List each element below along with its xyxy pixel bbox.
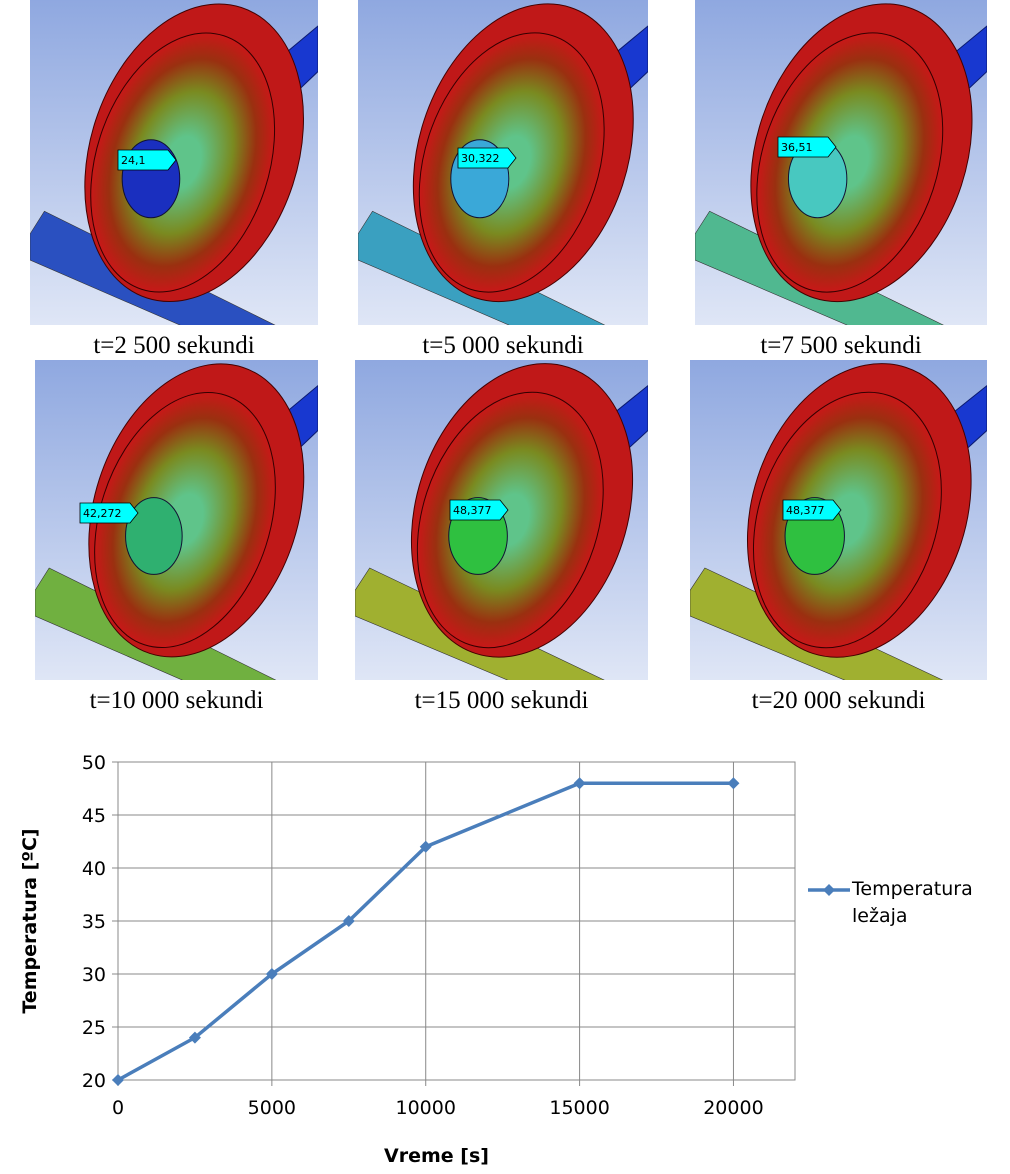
wheel-disc xyxy=(416,391,604,649)
y-tick-label: 35 xyxy=(82,911,106,933)
panel-caption: t=15 000 sekundi xyxy=(415,687,589,714)
sim-image xyxy=(695,0,987,325)
sim-image xyxy=(690,360,987,680)
hub xyxy=(125,497,183,575)
data-point xyxy=(419,840,432,853)
probe-box xyxy=(777,136,837,158)
panel-caption: t=2 500 sekundi xyxy=(93,332,254,359)
x-tick-label: 0 xyxy=(112,1097,124,1119)
x-axis-title: Vreme [s] xyxy=(384,1145,489,1167)
x-tick-label: 15000 xyxy=(549,1097,609,1119)
wheel-disc xyxy=(94,391,276,649)
legend-marker xyxy=(823,884,835,896)
probe-label: 48,377 xyxy=(453,504,492,517)
sim-panel: 48,377 xyxy=(690,360,987,680)
data-point xyxy=(112,1074,124,1086)
data-point xyxy=(727,777,740,790)
y-tick-label: 40 xyxy=(82,858,106,880)
panel-caption: t=5 000 sekundi xyxy=(422,332,583,359)
panel-caption: t=10 000 sekundi xyxy=(90,687,264,714)
wheel-disc xyxy=(756,32,944,293)
x-tick-label: 5000 xyxy=(248,1097,296,1119)
wheel-disc xyxy=(752,391,942,649)
y-axis-title: Temperatura [ºC] xyxy=(19,828,41,1013)
data-point xyxy=(188,1031,201,1044)
sim-panel: 48,377 xyxy=(355,360,648,680)
data-point xyxy=(342,915,355,927)
y-tick-label: 50 xyxy=(82,752,106,774)
panel-caption: t=7 500 sekundi xyxy=(760,332,921,359)
y-tick-label: 45 xyxy=(82,805,106,827)
probe-label: 48,377 xyxy=(786,504,825,517)
y-tick-label: 20 xyxy=(82,1070,106,1092)
probe-box xyxy=(449,499,509,521)
probe-label: 42,272 xyxy=(83,507,122,520)
sim-panel: 30,322 xyxy=(358,0,648,325)
x-tick-label: 20000 xyxy=(703,1097,763,1119)
y-tick-label: 25 xyxy=(82,1017,106,1039)
probe-label: 36,51 xyxy=(781,141,813,154)
legend-label: Temperatura ležaja xyxy=(852,878,973,927)
sim-panel: 36,51 xyxy=(695,0,987,325)
sim-panel: 42,272 xyxy=(35,360,318,680)
sim-panel: 24,1 xyxy=(30,0,318,325)
data-point xyxy=(265,968,278,980)
probe-box xyxy=(457,147,517,169)
probe-label: 24,1 xyxy=(121,154,146,167)
data-point xyxy=(573,777,586,790)
y-tick-label: 30 xyxy=(82,964,106,986)
sim-image xyxy=(355,360,648,680)
probe-box xyxy=(117,149,177,171)
panel-caption: t=20 000 sekundi xyxy=(752,687,926,714)
probe-box xyxy=(79,502,139,524)
probe-label: 30,322 xyxy=(461,152,500,165)
sim-image xyxy=(358,0,648,325)
sim-image xyxy=(30,0,318,325)
probe-box xyxy=(782,499,842,521)
wheel-disc xyxy=(90,32,276,293)
x-tick-label: 10000 xyxy=(396,1097,456,1119)
